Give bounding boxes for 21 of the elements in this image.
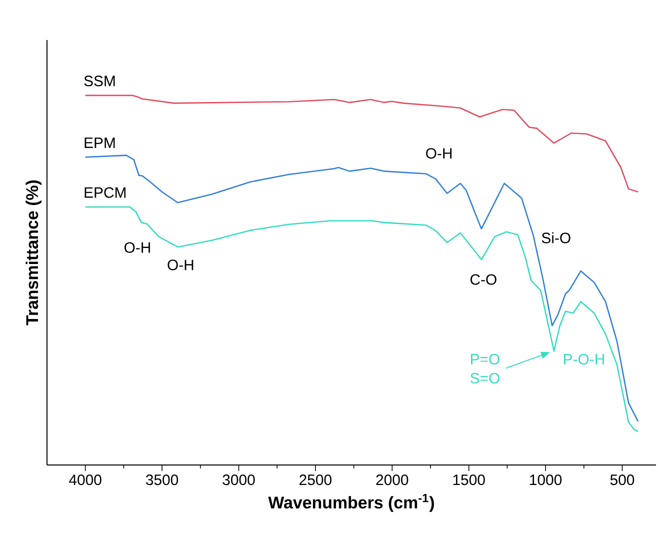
- annotation: P=O: [471, 354, 500, 364]
- x-tick-label: 1000: [530, 474, 562, 486]
- x-tick-label: 2000: [376, 474, 408, 486]
- x-tick-label: 500: [610, 474, 634, 486]
- annotation: C-O: [470, 274, 496, 285]
- x-tick-label: 1500: [453, 474, 485, 486]
- annotation: O-H: [426, 148, 452, 159]
- x-tick-label: 3000: [222, 474, 255, 486]
- x-axis-title: Wavenumbers (cm$^{-1}$): [268, 494, 434, 512]
- series-label: SSM: [84, 76, 115, 86]
- series-label: EPM: [84, 138, 115, 148]
- x-tick-label: 2500: [300, 474, 332, 486]
- annotation: Si-O: [542, 232, 570, 244]
- annotation: O-H: [124, 242, 150, 253]
- x-tick-label: 4000: [69, 474, 102, 486]
- annotation: S=O: [470, 372, 500, 384]
- y-axis-title: Transmittance (%): [26, 180, 42, 326]
- x-tick-label: 3500: [146, 474, 178, 486]
- annotation: P-O-H: [564, 354, 604, 364]
- annotation: O-H: [168, 260, 194, 270]
- series-label: EPCM: [84, 187, 126, 198]
